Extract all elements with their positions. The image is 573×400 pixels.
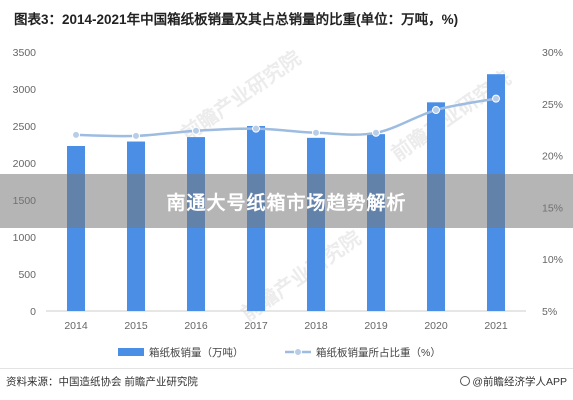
legend-bar-label: 箱纸板销量（万吨）	[149, 346, 244, 359]
x-tick-label: 2015	[124, 320, 148, 332]
y-right-tick-label: 30%	[542, 47, 563, 59]
share-point	[432, 106, 440, 115]
legend-bar-swatch	[118, 348, 144, 356]
y-left-tick-label: 500	[18, 269, 36, 281]
share-line	[75, 97, 497, 138]
y-left-tick-label: 2000	[13, 158, 37, 170]
y-right-tick-label: 20%	[542, 151, 563, 163]
chart-title: 图表3：2014-2021年中国箱纸板销量及其占总销量的比重(单位：万吨，%)	[14, 12, 459, 27]
share-point	[192, 126, 200, 135]
legend-line-label: 箱纸板销量所占比重（%）	[316, 346, 441, 359]
y-left-tick-label: 0	[30, 306, 36, 318]
x-tick-label: 2017	[244, 320, 268, 332]
brand-logo-icon	[460, 376, 471, 386]
y-right-tick-label: 25%	[542, 99, 563, 111]
source-text: 资料来源：中国造纸协会 前瞻产业研究院	[6, 376, 198, 388]
x-tick-label: 2014	[64, 320, 88, 332]
share-point	[132, 131, 140, 140]
share-point	[72, 130, 80, 139]
y-right-tick-label: 5%	[542, 306, 557, 318]
x-tick-label: 2020	[424, 320, 448, 332]
y-left-tick-label: 3500	[13, 47, 37, 59]
x-tick-label: 2021	[484, 320, 508, 332]
y-left-tick-label: 1000	[13, 232, 37, 244]
x-tick-label: 2019	[364, 320, 388, 332]
share-point	[372, 128, 380, 137]
legend-line-marker	[294, 348, 302, 356]
brand-label: @前瞻经济学人APP	[472, 376, 567, 388]
y-left-tick-label: 2500	[13, 121, 37, 133]
overlay-banner: 南通大号纸箱市场趋势解析	[0, 174, 573, 228]
share-point	[312, 128, 320, 137]
brand-text: @前瞻经济学人APP	[460, 374, 567, 389]
bar	[67, 145, 85, 311]
y-right-tick-label: 10%	[542, 254, 563, 266]
x-tick-label: 2018	[304, 320, 328, 332]
footer-divider	[0, 368, 573, 369]
y-left-tick-label: 3000	[13, 84, 37, 96]
x-tick-label: 2016	[184, 320, 208, 332]
share-point	[252, 124, 260, 133]
share-point	[492, 94, 500, 103]
